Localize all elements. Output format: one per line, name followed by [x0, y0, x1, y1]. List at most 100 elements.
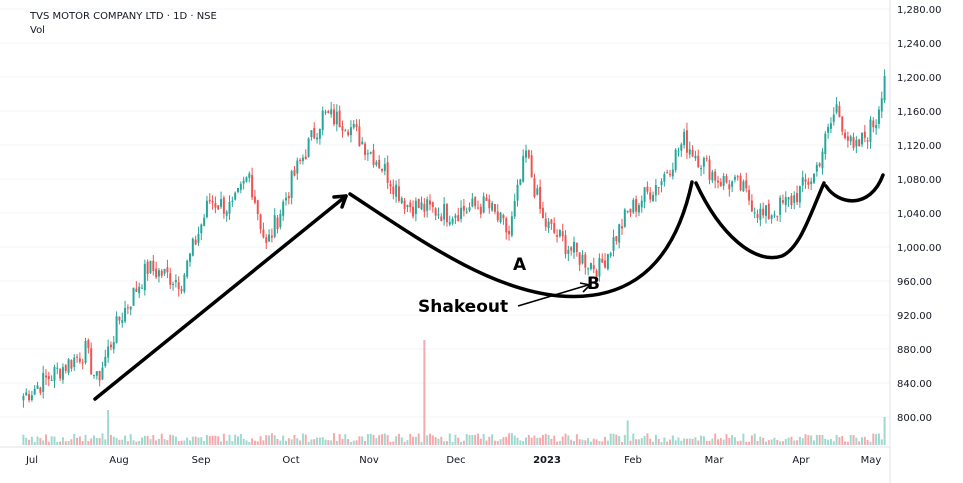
volume-bar [637, 439, 640, 445]
candle-body [186, 260, 189, 277]
candle-body [349, 127, 352, 136]
candle-body [606, 254, 609, 270]
candle-body [76, 356, 79, 358]
volume-bar [169, 434, 172, 445]
volume-bar [536, 437, 539, 445]
candle-body [604, 260, 607, 268]
candle-body [813, 173, 815, 183]
volume-bar [677, 437, 680, 445]
candle-body [30, 395, 33, 401]
candle-body [245, 177, 248, 182]
volume-bar [431, 435, 434, 445]
candle-body [361, 141, 364, 145]
candle-body [717, 180, 719, 183]
handle-curve-1 [694, 181, 826, 260]
candle-body [375, 161, 378, 166]
volume-bar [126, 441, 129, 445]
volume-bar [67, 440, 70, 445]
candle-body [177, 282, 180, 289]
volume-bar [570, 439, 573, 445]
candle-body [251, 174, 254, 198]
candle-body [112, 342, 115, 350]
candle-body [180, 289, 183, 291]
volume-bar [191, 436, 194, 445]
uptrend-arrowhead [332, 194, 348, 209]
volume-bar [25, 437, 28, 445]
volume-bar [821, 435, 824, 445]
volume-bar [222, 433, 225, 445]
candle-body [98, 370, 101, 381]
volume-bar [595, 439, 598, 445]
volume-bar [632, 433, 635, 445]
candle-body [536, 188, 539, 195]
shakeout-arrow [517, 284, 589, 307]
candle-body [36, 385, 39, 389]
x-tick-label: Mar [705, 455, 725, 466]
volume-bar [143, 435, 146, 445]
volume-bar [731, 434, 734, 445]
volume-bar [293, 434, 296, 445]
candle-body [728, 184, 731, 190]
volume-bar [214, 435, 217, 445]
volume-bar [736, 441, 739, 445]
volume-bar [832, 441, 835, 445]
volume-bar [835, 434, 838, 445]
candle-body [541, 207, 544, 219]
candle-body [121, 320, 124, 323]
annotation-shakeout: Shakeout [418, 297, 508, 317]
volume-bar [186, 437, 189, 445]
volume-bar [400, 437, 403, 445]
handle-curve-2 [824, 173, 885, 203]
volume-bar [194, 436, 197, 445]
volume-bar [589, 441, 592, 445]
candle-body [25, 392, 28, 396]
candle-body [499, 212, 502, 223]
volume-bar [234, 434, 237, 445]
y-axis[interactable]: 1,280.00 1,240.00 1,200.00 1,160.00 1,120.00… [897, 5, 942, 424]
candle-body [451, 218, 454, 224]
volume-bar [22, 434, 25, 445]
candle-body [208, 199, 211, 202]
volume-bar [462, 440, 465, 445]
volume-bar [499, 439, 502, 445]
candle-body [64, 364, 67, 371]
volume-bar [618, 436, 621, 445]
candle-body [702, 158, 705, 167]
candle-body [742, 181, 745, 191]
candle-body [61, 367, 64, 380]
volume-bar [64, 441, 67, 445]
volume-bar [827, 439, 830, 445]
volume-bar [344, 434, 347, 445]
volume-bar [248, 441, 251, 445]
volume-bar [208, 436, 211, 445]
volume-bar [753, 433, 756, 445]
candle-body [143, 263, 146, 291]
candle-body [527, 150, 530, 158]
candle-body [259, 214, 262, 230]
x-axis[interactable]: Jul Aug Sep Oct Nov Dec 2023 Feb Mar Apr May [25, 455, 881, 466]
candle-body [395, 184, 398, 197]
candle-body [304, 156, 307, 160]
candle-body [239, 183, 242, 190]
candle-body [358, 126, 361, 147]
candle-body [330, 109, 333, 115]
candle-body [129, 306, 132, 310]
volume-bar [138, 440, 141, 445]
candle-body [364, 143, 367, 155]
volume-bar [592, 438, 595, 445]
volume-bar [318, 437, 321, 445]
candle-body [378, 159, 381, 168]
candle-body [42, 373, 45, 392]
candle-body [510, 216, 513, 236]
volume-bar [279, 440, 282, 445]
candle-body [242, 180, 245, 184]
candle-body [748, 190, 751, 201]
candle-body [440, 216, 443, 222]
uptrend-line [93, 194, 348, 401]
volume-bar [160, 433, 163, 445]
candle-body [310, 130, 313, 138]
volume-bar [420, 441, 423, 445]
volume-bar [460, 441, 463, 445]
candle-body [101, 367, 104, 380]
